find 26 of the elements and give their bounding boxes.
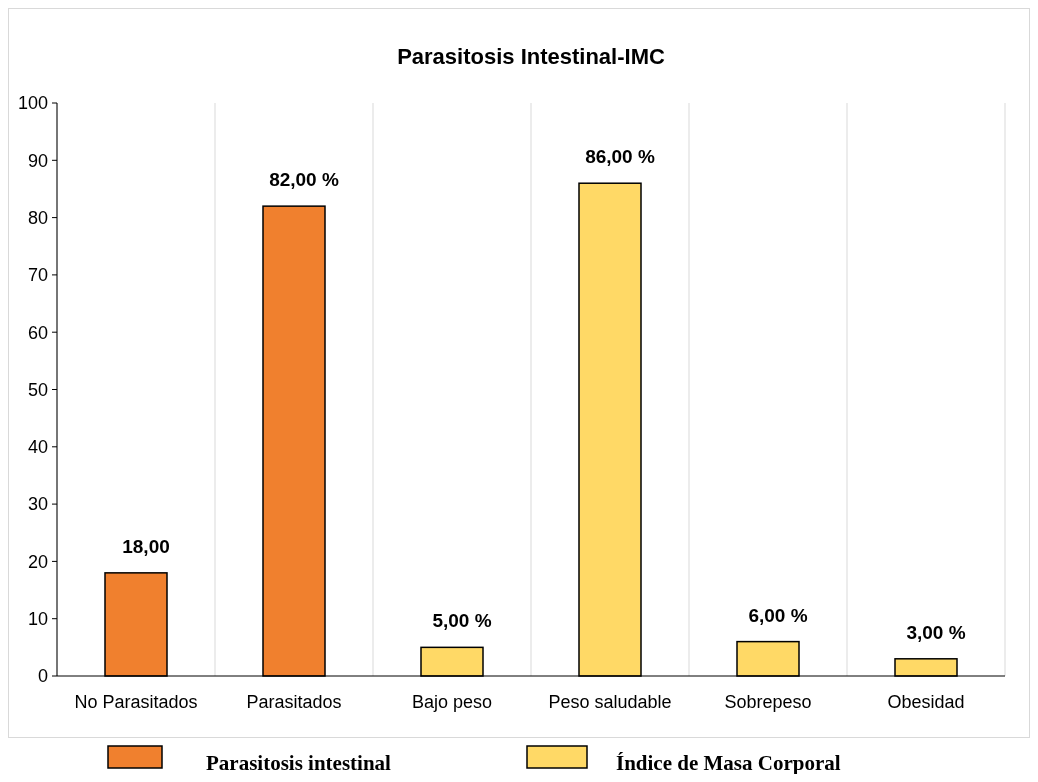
y-tick-label: 90 [27, 150, 48, 171]
data-label: 82,00 % [269, 169, 339, 191]
y-tick-label: 80 [27, 207, 48, 228]
y-tick-label: 0 [37, 666, 48, 687]
y-tick-label: 100 [17, 93, 48, 114]
data-label: 18,00 [122, 535, 170, 557]
x-tick-label: Sobrepeso [724, 692, 812, 712]
legend-label: Parasitosis intestinal [206, 751, 392, 775]
y-tick-label: 60 [27, 322, 48, 343]
data-label: 3,00 % [906, 621, 966, 643]
data-label: 6,00 % [748, 604, 808, 626]
y-tick-label: 40 [27, 437, 48, 458]
x-tick-label: Peso saludable [548, 692, 672, 712]
y-tick-label: 20 [27, 551, 48, 572]
y-tick-label: 70 [27, 265, 48, 286]
data-label: 5,00 % [432, 610, 492, 632]
x-tick-label: Bajo peso [411, 692, 493, 712]
y-tick-label: 30 [27, 494, 48, 515]
chart-title: Parasitosis Intestinal-IMC [397, 44, 665, 69]
y-tick-label: 10 [27, 609, 48, 629]
data-label: 86,00 % [585, 146, 655, 168]
x-tick-label: Parasitados [246, 692, 342, 712]
legend-label: Índice de Masa Corporal [616, 751, 841, 775]
x-tick-label: No Parasitados [74, 692, 198, 712]
y-tick-label: 50 [27, 379, 48, 400]
x-tick-label: Obesidad [887, 692, 965, 712]
